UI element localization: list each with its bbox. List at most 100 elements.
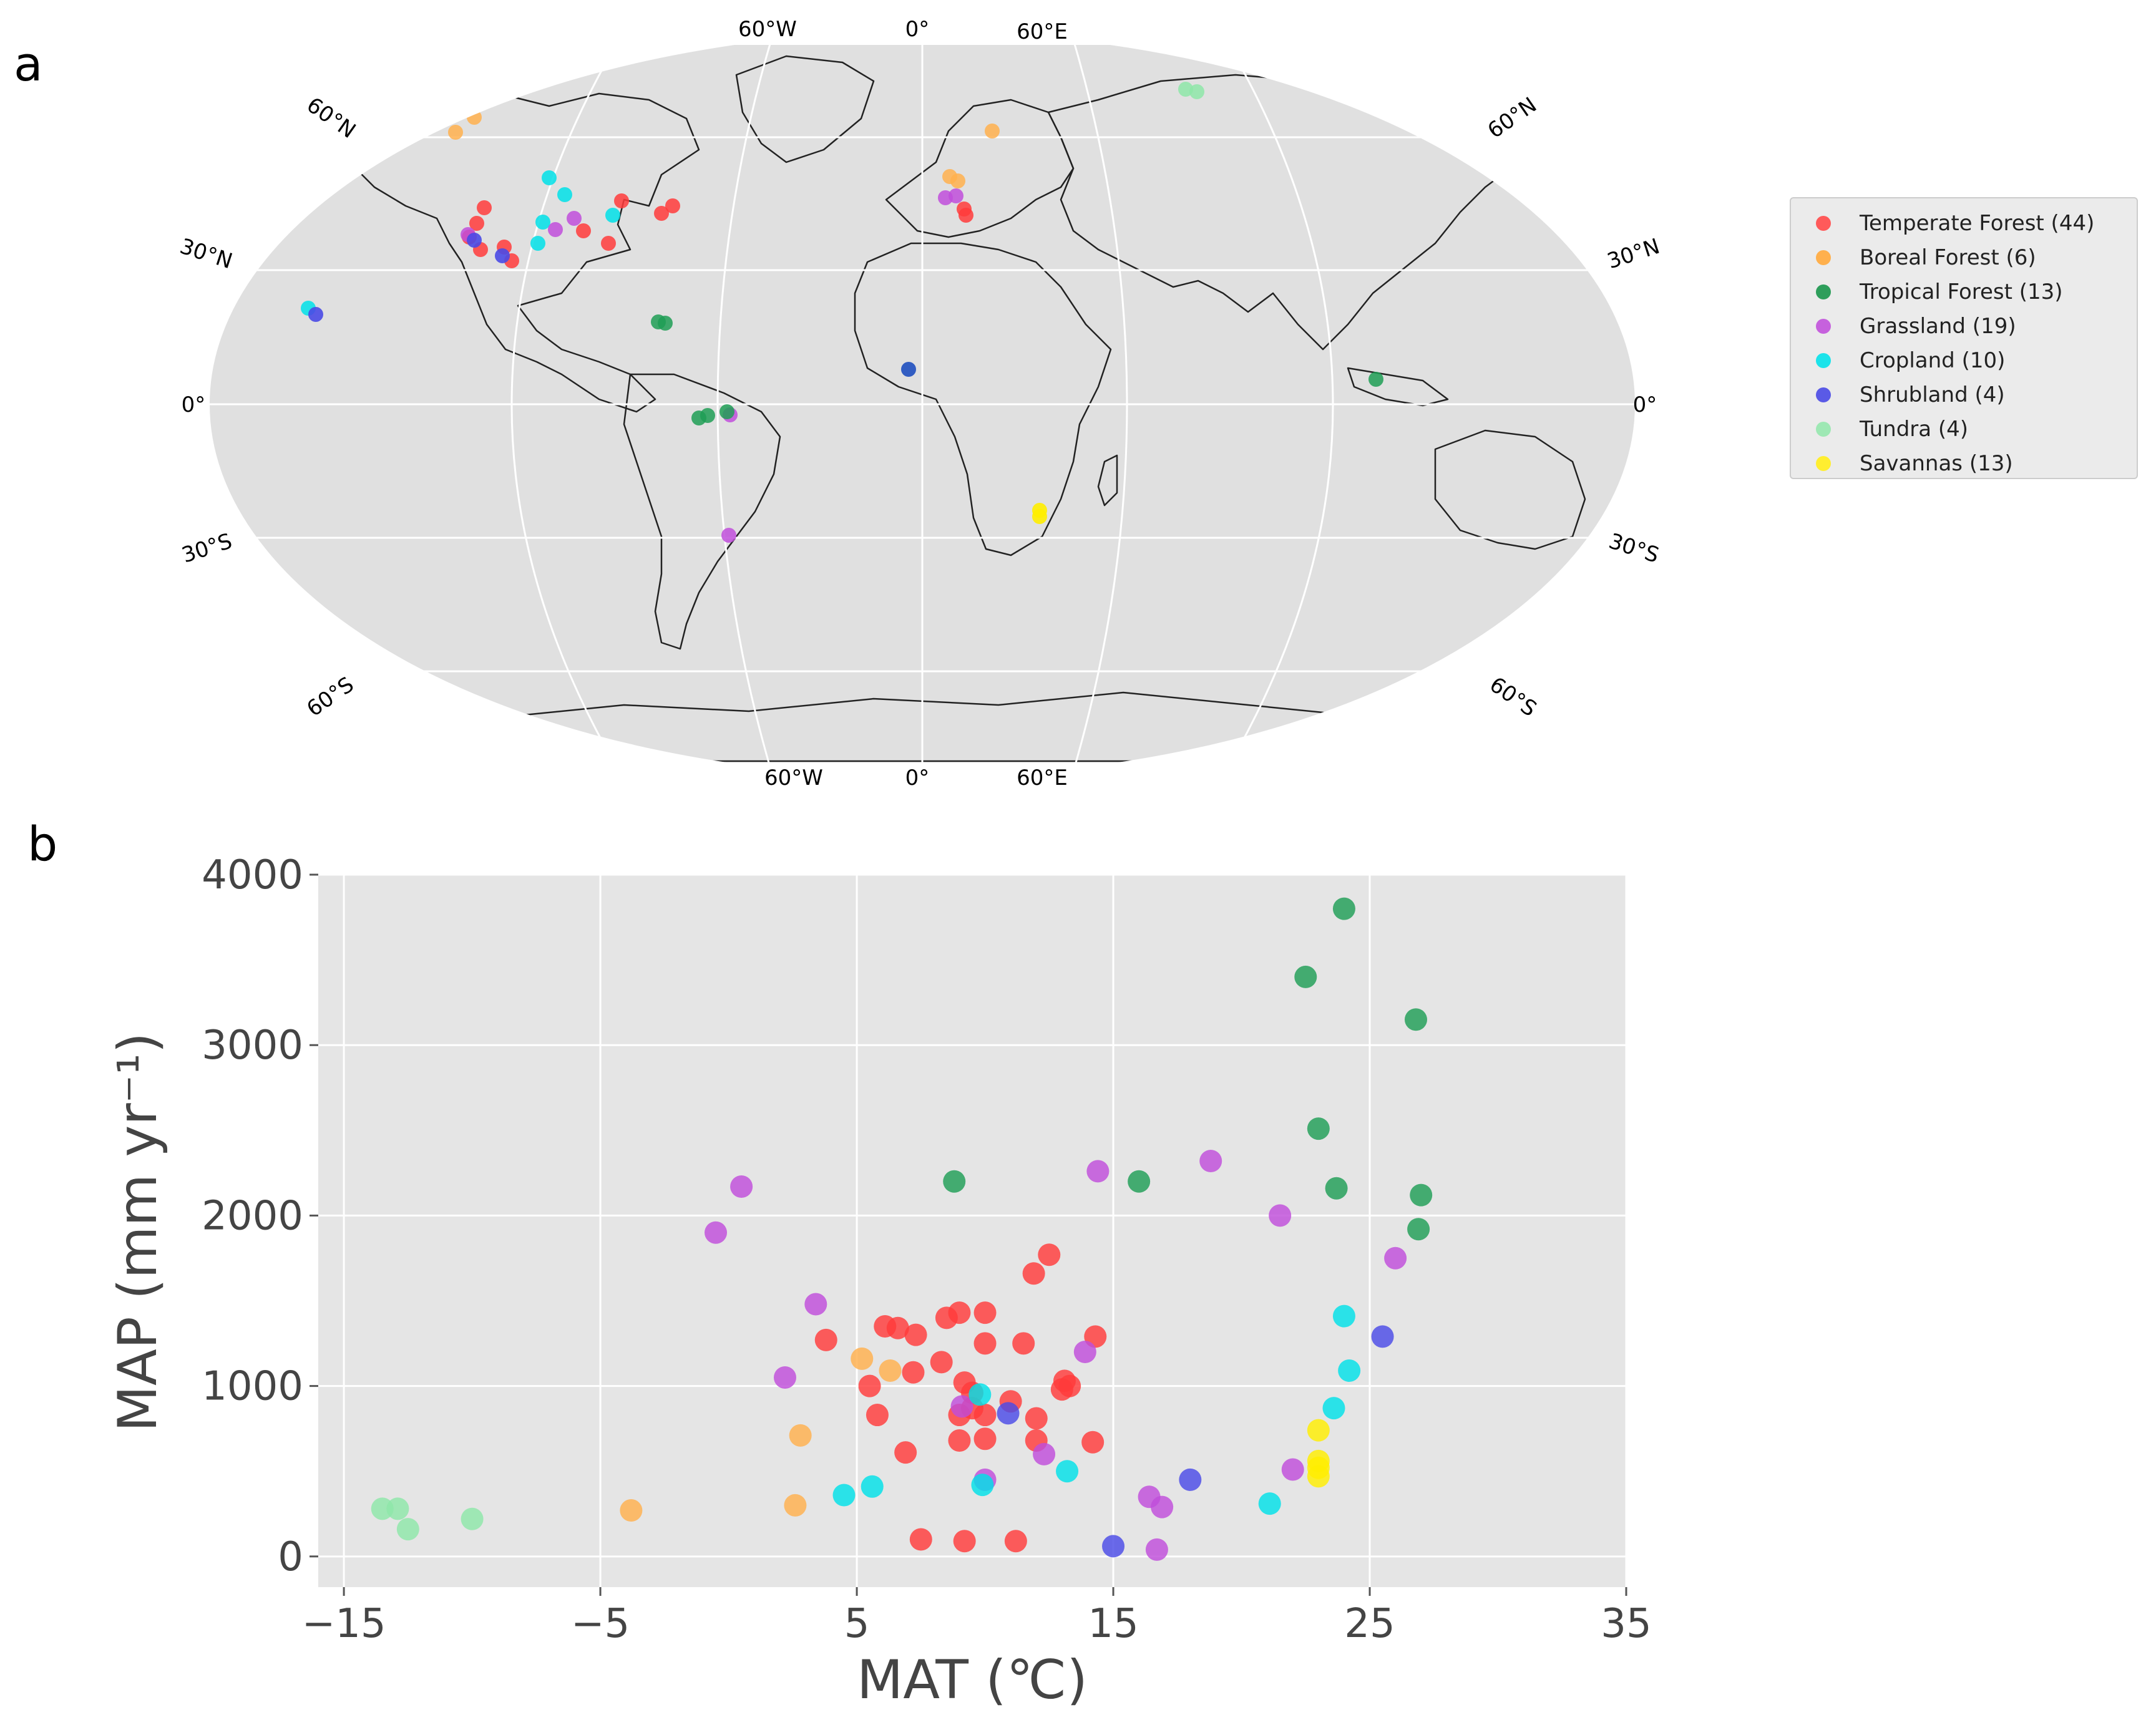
legend-label: Tropical Forest (13): [1860, 279, 2063, 304]
data-point: [851, 1347, 874, 1370]
x-tick-label: 5: [844, 1601, 870, 1647]
data-point: [1151, 1495, 1174, 1518]
data-point: [973, 1301, 997, 1324]
data-point: [858, 1374, 881, 1397]
map-site-marker: [601, 236, 616, 251]
y-tick-label: 4000: [202, 852, 303, 898]
data-point: [773, 1366, 796, 1389]
data-point: [1179, 1468, 1202, 1491]
antarctica-outline: [436, 691, 1437, 762]
data-point: [620, 1499, 643, 1522]
data-point: [1281, 1458, 1304, 1481]
map-site-marker: [1032, 509, 1047, 524]
data-point: [1307, 1449, 1330, 1472]
data-point: [997, 1402, 1020, 1425]
data-point: [461, 1507, 484, 1530]
legend-label: Temperate Forest (44): [1860, 210, 2095, 236]
legend-swatch: [1816, 455, 1831, 471]
data-point: [1025, 1407, 1048, 1430]
data-point: [1053, 1369, 1076, 1392]
australia-outline: [1434, 429, 1586, 550]
map-site-marker: [557, 187, 572, 202]
data-point: [1332, 1305, 1355, 1328]
map-bottom-lon-label: 60°W: [764, 765, 823, 786]
graticule-lon-120w: [510, 31, 625, 777]
map-left-lat-label: 60°S: [302, 672, 358, 722]
map-left-lat-label: 0°: [182, 392, 206, 417]
map-site-marker: [614, 193, 629, 208]
data-point: [1022, 1262, 1045, 1285]
map-site-marker: [665, 198, 680, 213]
y-axis-label: MAP (mm yr⁻¹): [107, 1032, 169, 1432]
legend-label: Boreal Forest (6): [1860, 245, 2036, 270]
data-point: [950, 1395, 973, 1418]
greenland-outline: [735, 55, 875, 163]
data-point: [902, 1361, 925, 1384]
map-site-marker: [605, 208, 620, 223]
map-site-marker: [477, 200, 492, 215]
map-site-marker: [548, 222, 563, 237]
data-point: [1404, 1008, 1427, 1031]
map-border: [208, 31, 1636, 778]
data-point: [948, 1301, 971, 1324]
data-point: [1294, 965, 1317, 988]
data-point: [1081, 1431, 1105, 1454]
data-point: [396, 1518, 419, 1541]
data-point: [973, 1404, 997, 1427]
legend-item: Shrubland (4): [1791, 377, 2137, 412]
data-point: [1033, 1442, 1056, 1465]
grid: [318, 873, 1627, 1587]
data-point: [1073, 1340, 1096, 1363]
data-point: [1128, 1170, 1151, 1193]
world-map: 60°W 0° 60°E 60°W 0° 60°E 60°N 30°N 0° 3…: [177, 17, 1662, 786]
data-point: [1338, 1359, 1361, 1382]
legend-item: Tundra (4): [1791, 412, 2137, 446]
map-site-marker: [308, 307, 323, 322]
data-point: [1410, 1183, 1433, 1207]
map-site-marker: [719, 404, 734, 419]
graticule-lon-120e: [1219, 31, 1334, 777]
map-site-marker: [950, 173, 965, 188]
map-top-lon-label: 0°: [905, 17, 930, 42]
x-tick-label: −15: [302, 1601, 386, 1647]
data-point: [789, 1424, 812, 1447]
y-tick-label: 2000: [202, 1193, 303, 1239]
data-point: [943, 1170, 966, 1193]
data-point: [973, 1427, 997, 1450]
data-point: [948, 1429, 971, 1452]
data-point: [886, 1316, 909, 1339]
legend-label: Savannas (13): [1860, 450, 2013, 476]
graticule-lon-60w: [716, 31, 775, 777]
legend-swatch: [1816, 387, 1831, 402]
legend-item: Tropical Forest (13): [1791, 275, 2137, 309]
data-point: [1371, 1325, 1394, 1348]
map-site-marker: [469, 216, 484, 231]
data-point: [784, 1494, 807, 1517]
map-site-marker: [542, 170, 557, 185]
legend: Temperate Forest (44) Boreal Forest (6) …: [1790, 197, 2138, 479]
data-point: [879, 1359, 902, 1382]
map-right-lat-label: 60°N: [1483, 92, 1541, 143]
map-site-marker: [495, 248, 510, 263]
data-point: [1199, 1149, 1222, 1172]
data-point: [971, 1474, 994, 1497]
legend-swatch: [1816, 421, 1831, 437]
data-point: [1407, 1218, 1430, 1241]
map-site-marker: [958, 208, 973, 223]
data-point: [1102, 1535, 1125, 1558]
x-tick-label: 35: [1601, 1601, 1651, 1647]
new-zealand-outline: [1596, 554, 1624, 600]
y-tick-label: 0: [278, 1534, 303, 1580]
legend-item: Boreal Forest (6): [1791, 240, 2137, 275]
y-tick-label: 3000: [202, 1023, 303, 1069]
data-point: [386, 1497, 409, 1520]
data-point: [968, 1383, 992, 1406]
legend-swatch: [1816, 318, 1831, 334]
legend-item: Savannas (13): [1791, 446, 2137, 480]
data-point: [1145, 1538, 1168, 1561]
map-bottom-lon-label: 60°E: [1017, 765, 1068, 786]
data-point: [1084, 1325, 1107, 1348]
data-point: [953, 1371, 976, 1394]
north-america-outline: [348, 86, 700, 413]
data-point: [1038, 1243, 1061, 1266]
